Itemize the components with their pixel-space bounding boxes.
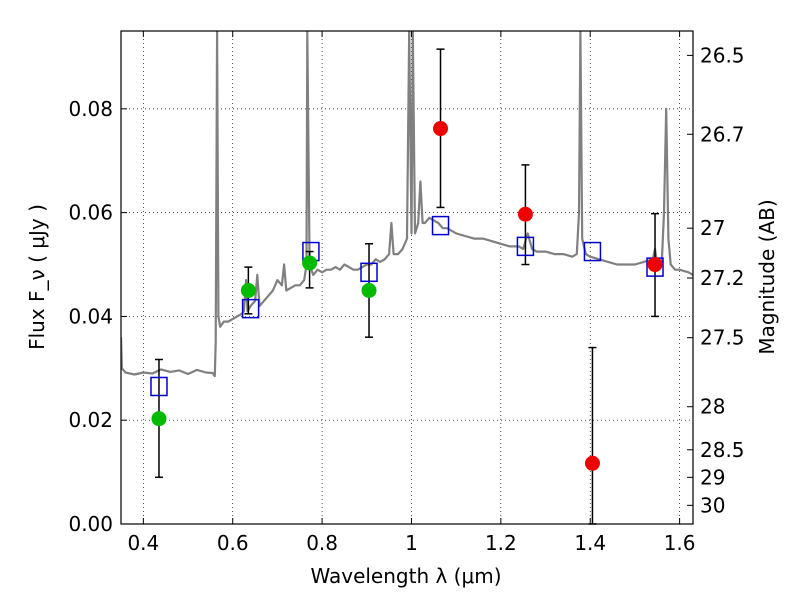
right-tick-label: 26.7 [700,122,745,146]
right-tick-label: 26.5 [700,43,745,67]
y-tick-label: 0.08 [68,97,113,121]
band-flux-square [431,215,450,236]
x-tick-label: 1.2 [485,531,517,555]
y-tick-label: 0.06 [68,201,113,225]
measured-flux-point [433,121,449,137]
measured-flux-point [151,411,167,427]
measured-flux-point [240,282,256,298]
y-tick-label: 0.04 [68,304,113,328]
spectrum-layer [121,31,693,378]
right-tick-label: 27.2 [700,266,745,290]
right-tick-label: 28.5 [700,438,745,462]
right-tick-label: 27.5 [700,326,745,350]
x-tick-label: 1 [405,531,418,555]
right-tick-label: 29 [700,465,725,489]
band-flux-square [583,241,602,262]
right-tick-label: 27 [700,216,725,240]
x-tick-label: 0.8 [306,531,338,555]
x-axis-label: Wavelength λ (μm) [310,564,501,588]
axis-ticks: 0.4 0.6 0.8 1 1.2 1.4 1.6 0.00 0.02 0.04 0.06 0.08 2… [68,31,745,555]
y-tick-label: 0.00 [68,512,113,536]
spectrum-line [121,31,693,378]
right-axis-label: Magnitude (AB) [755,199,779,354]
band-flux-square [360,262,378,283]
measured-flux-point [647,257,663,273]
measured-flux-point [517,206,533,222]
x-tick-label: 1.6 [664,531,696,555]
y-axis-label: Flux F_ν ( μJy ) [25,204,49,350]
x-tick-label: 1.4 [574,531,606,555]
x-tick-label: 0.4 [127,531,159,555]
measured-flux-point [302,255,318,271]
right-tick-label: 28 [700,395,725,419]
x-tick-label: 0.6 [217,531,249,555]
plot-frame [120,30,694,525]
right-tick-label: 30 [700,493,725,517]
band-flux-square [241,298,260,319]
band-flux-square [516,236,535,257]
measured-flux-point [584,455,600,471]
y-tick-label: 0.02 [68,408,113,432]
band-flux-square [150,376,168,397]
measured-flux-point [361,282,377,298]
